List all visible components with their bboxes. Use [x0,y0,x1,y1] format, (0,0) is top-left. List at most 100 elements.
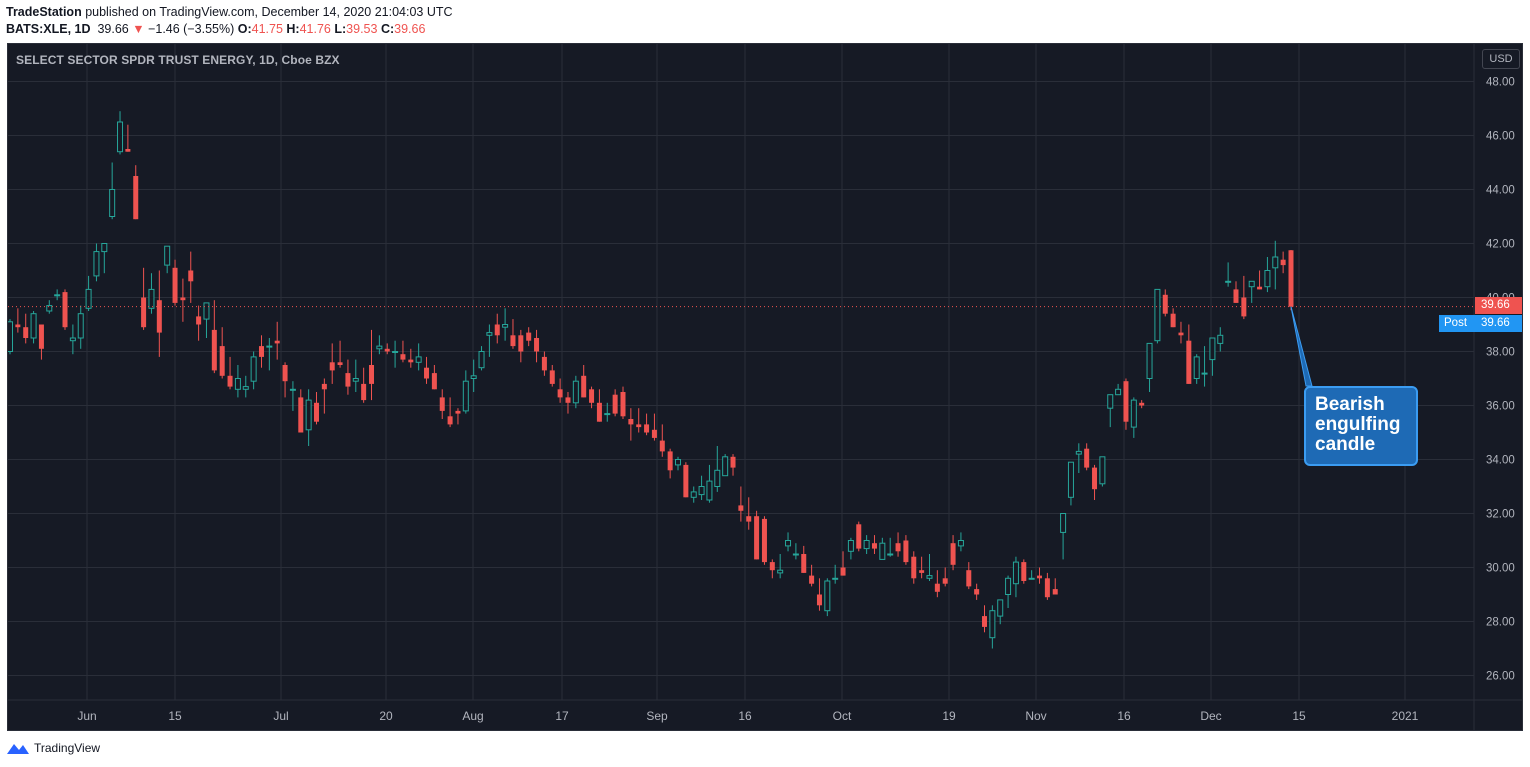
candle-body [172,267,178,303]
candle-body [62,292,68,328]
candle-body [415,356,422,363]
candle-body [620,392,626,417]
chart-pane[interactable]: 48.0046.0044.0042.0040.0038.0036.0034.00… [7,43,1523,731]
candle-body [982,616,988,627]
candle-body [313,402,319,422]
candle-body [510,335,516,347]
candle-body [258,346,264,357]
candle-body [801,554,807,573]
down-arrow-icon: ▼ [132,22,145,36]
x-tick-label: 15 [168,709,182,723]
candle-body [644,424,650,433]
candle-body [125,149,131,152]
candle-body [950,543,956,565]
candle-body [408,359,414,363]
candle-body [832,577,839,580]
y-tick-label: 38.00 [1486,347,1515,359]
candle-body [1154,288,1161,342]
x-tick-label: Aug [462,709,483,723]
candle-body [957,540,964,547]
candle-body [352,378,359,382]
publisher-name[interactable]: TradeStation [6,5,82,19]
candle-body [1067,461,1074,498]
candle-body [447,416,453,425]
close-value: 39.66 [394,22,426,36]
footer-brand[interactable]: TradingView [6,741,100,755]
candle-body [345,373,351,387]
candle-body [376,345,383,350]
y-tick-label: 48.00 [1486,77,1515,89]
candle-body [887,553,894,556]
candle-body [54,294,61,297]
candle-body [1146,342,1153,379]
candle-body [997,599,1004,617]
published-text: published on TradingView.com, December 1… [81,5,453,19]
candle-body [38,324,44,349]
candle-body [1052,589,1058,595]
candle-body [989,610,996,639]
candle-body [462,380,469,412]
candle-body [392,351,399,353]
high-label: H: [286,22,300,36]
candle-body [227,375,233,387]
candle-body [534,338,540,352]
candle-body [847,540,854,552]
candle-body [792,553,799,556]
candle-body [164,245,171,266]
candle-body [141,297,147,328]
candle-body [1217,334,1224,344]
y-tick-label: 44.00 [1486,185,1515,197]
candle-body [133,176,139,220]
candle-body [1044,578,1050,598]
candle-body [361,383,367,401]
footer-brand-label: TradingView [34,741,101,755]
candle-body [1248,280,1255,288]
candle-body [761,518,767,563]
candle-body [698,486,705,496]
change-value: −1.46 (−3.55%) [148,22,235,36]
candle-body [1241,297,1247,317]
candle-body [85,288,92,309]
candle-body [565,397,571,403]
y-tick-label: 32.00 [1486,509,1515,521]
candle-body [1075,450,1082,455]
candle-body [15,324,21,328]
candle-body [903,540,909,563]
candle-body [824,580,831,612]
candle-body [196,316,202,325]
y-tick-label: 42.00 [1486,239,1515,251]
annotation-pointer [1290,306,1313,387]
candle-body [683,464,689,498]
candle-body [636,424,642,428]
y-tick-label: 30.00 [1486,563,1515,575]
candle-body [596,402,602,422]
candle-body [557,389,563,398]
x-tick-label: 17 [555,709,569,723]
candle-body [478,351,485,369]
candle-body [667,451,673,471]
candle-body [895,543,901,552]
x-tick-label: Dec [1200,709,1221,723]
annotation-callout[interactable]: Bearish engulfing candle [1304,386,1418,466]
candle-body [109,189,116,217]
candle-body [148,288,155,309]
candle-body [219,346,225,376]
candle-body [203,302,210,320]
low-value: 39.53 [346,22,378,36]
candlestick-chart[interactable]: 48.0046.0044.0042.0040.0038.0036.0034.00… [8,44,1522,730]
candle-body [1280,259,1286,266]
x-tick-label: 2021 [1392,709,1419,723]
currency-button[interactable]: USD [1482,49,1520,69]
candle-body [369,365,375,384]
candle-body [604,413,611,416]
candle-body [1193,356,1200,379]
candle-body [690,491,697,498]
candle-body [384,348,390,352]
candle-body [494,324,500,336]
x-tick-label: Sep [646,709,668,723]
candle-body [1092,467,1098,490]
high-value: 41.76 [299,22,331,36]
candle-body [919,570,925,573]
candle-body [549,370,555,384]
candle-body [234,378,241,390]
